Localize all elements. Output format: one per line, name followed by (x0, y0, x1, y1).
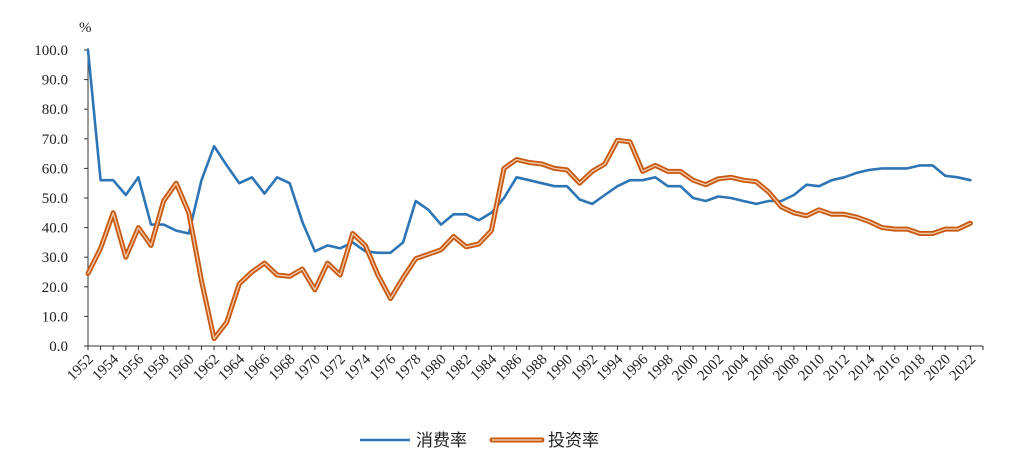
y-axis-unit-label: % (79, 20, 92, 36)
legend-label: 投资率 (548, 431, 599, 451)
series-line-casing (85, 137, 973, 342)
x-tick-label: 2018 (896, 352, 929, 385)
y-tick-label: 70.0 (42, 132, 68, 148)
y-tick-label: 10.0 (42, 309, 68, 325)
y-tick-label: 40.0 (42, 221, 68, 237)
x-tick-label: 1986 (493, 351, 526, 384)
x-tick-label: 1958 (140, 352, 173, 385)
x-tick-label: 2012 (821, 352, 854, 385)
y-tick-label: 60.0 (42, 161, 68, 177)
y-tick-label: 90.0 (42, 73, 68, 89)
x-tick-label: 1960 (165, 352, 198, 385)
x-tick-label: 1972 (316, 352, 349, 385)
x-tick-label: 2008 (770, 352, 803, 385)
x-tick-label: 2010 (795, 352, 828, 385)
x-tick-label: 1974 (342, 351, 375, 384)
y-tick-label: 50.0 (42, 191, 68, 207)
x-tick-label: 1970 (291, 352, 324, 385)
legend-label: 消费率 (416, 431, 467, 451)
x-tick-label: 1984 (468, 351, 501, 384)
series-line-highlight (87, 139, 972, 340)
x-tick-label: 2014 (846, 351, 879, 384)
x-tick-label: 1996 (619, 351, 652, 384)
x-tick-label: 1982 (442, 352, 475, 385)
series-line-consumption (86, 48, 972, 255)
x-tick-label: 2002 (695, 352, 728, 385)
x-tick-label: 1964 (216, 351, 249, 384)
x-tick-label: 1968 (266, 352, 299, 385)
x-tick-label: 1998 (644, 352, 677, 385)
x-tick-label: 1990 (543, 352, 576, 385)
x-tick-label: 2006 (745, 351, 778, 384)
x-tick-label: 2000 (669, 352, 702, 385)
x-tick-label: 1980 (417, 352, 450, 385)
plot-area (85, 48, 973, 342)
y-tick-label: 0.0 (49, 339, 68, 355)
y-tick-label: 20.0 (42, 280, 68, 296)
x-tick-label: 1992 (569, 352, 602, 385)
x-tick-label: 2022 (947, 352, 980, 385)
x-tick-label: 1994 (594, 351, 627, 384)
y-tick-label: 80.0 (42, 102, 68, 118)
x-tick-label: 1966 (241, 351, 274, 384)
x-tick-label: 1956 (115, 351, 148, 384)
x-tick-label: 1952 (64, 352, 97, 385)
x-tick-label: 2020 (921, 352, 954, 385)
x-tick-label: 1976 (367, 351, 400, 384)
legend: 消费率 投资率 (360, 431, 599, 451)
x-tick-label: 1954 (90, 351, 123, 384)
y-tick-label: 100.0 (34, 43, 68, 59)
x-tick-label: 2016 (871, 351, 904, 384)
axes: % 0.0 10.0 20.0 30.0 40.0 50.0 60.0 70.0 80.0 90.0… (34, 20, 984, 385)
x-tick-label: 1962 (190, 352, 223, 385)
x-tick-label: 1978 (392, 352, 425, 385)
y-tick-label: 30.0 (42, 250, 68, 266)
x-tick-label: 1988 (518, 352, 551, 385)
x-tick-label: 2004 (720, 351, 753, 384)
